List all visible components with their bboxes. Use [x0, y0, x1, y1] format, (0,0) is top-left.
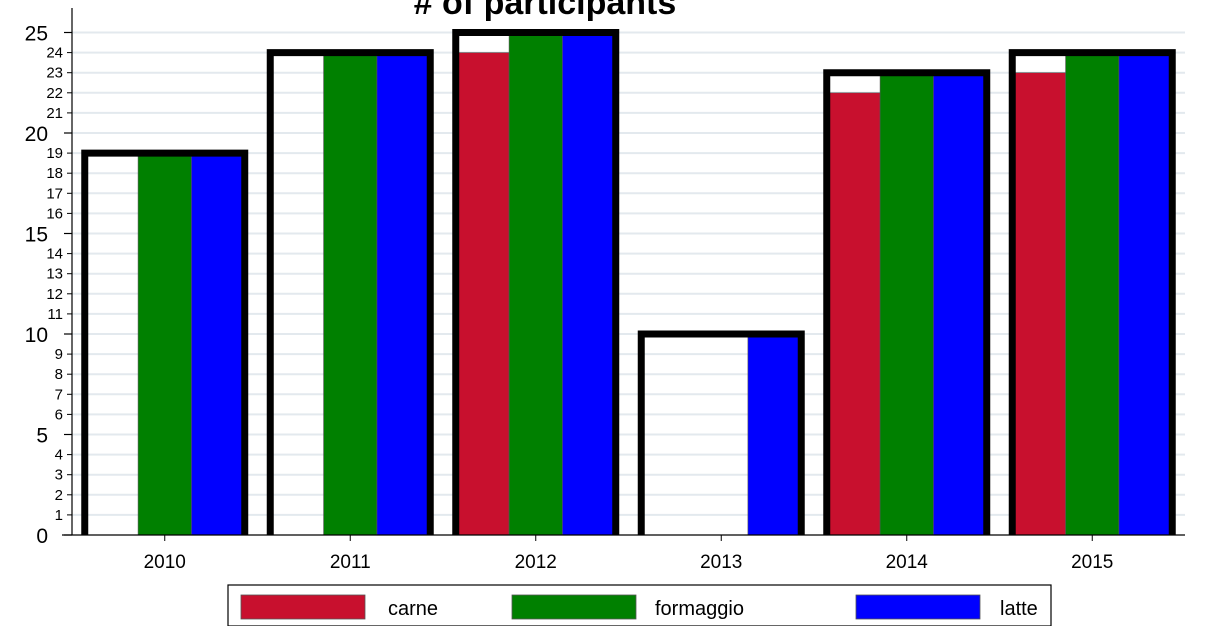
y-tick-label: 0: [36, 525, 48, 548]
bar-formaggio: [323, 52, 378, 536]
bar-latte: [747, 333, 802, 536]
bar-total-outline: [823, 69, 991, 535]
legend-swatch-carne: [240, 594, 366, 620]
y-tick-label: 11: [47, 306, 63, 323]
x-tick-label: 2012: [515, 552, 557, 573]
grid: [72, 31, 1185, 516]
x-tick-label: 2011: [330, 552, 371, 573]
y-tick-label: 19: [46, 145, 63, 162]
bar-carne: [455, 52, 510, 536]
y-tick-label: 1: [55, 507, 63, 524]
bar-formaggio: [1065, 52, 1120, 536]
y-tick-label: 10: [25, 324, 48, 347]
y-tick-label: 14: [46, 246, 63, 263]
y-tick-label: 17: [46, 185, 63, 202]
x-tick-label: 2015: [1071, 552, 1113, 573]
y-tick-label: 9: [55, 346, 63, 363]
y-tick-label: 21: [46, 105, 63, 122]
legend-label-formaggio: formaggio: [655, 598, 744, 620]
bar-total-outline: [1008, 49, 1176, 535]
y-tick-label: 8: [55, 366, 63, 383]
bar-latte: [1118, 52, 1173, 536]
y-tick-label: 22: [46, 85, 63, 102]
y-tick-label: 25: [25, 23, 48, 46]
y-tick-label: 16: [46, 205, 63, 222]
bar-formaggio: [508, 32, 563, 536]
bar-carne: [826, 92, 881, 536]
bar-total-outline: [452, 29, 620, 535]
x-tick-label: 2014: [886, 552, 929, 573]
bar-total-outline: [81, 149, 249, 535]
y-tick-label: 5: [36, 425, 48, 448]
legend-swatch-formaggio: [511, 594, 637, 620]
legend-label-carne: carne: [388, 598, 438, 620]
y-tick-label: 7: [55, 386, 63, 403]
bar-total-outline: [266, 49, 434, 535]
bar-formaggio: [137, 152, 192, 536]
bars: [81, 29, 1176, 536]
legend: carne formaggio latte: [227, 584, 1052, 626]
y-tick-label: 4: [55, 447, 63, 464]
y-tick-label: 2: [55, 487, 63, 504]
bar-total-outline: [637, 330, 805, 535]
y-tick-label: 15: [25, 224, 48, 247]
bar-latte: [191, 152, 246, 536]
bar-formaggio: [879, 72, 934, 536]
y-tick-label: 3: [55, 467, 63, 484]
y-tick-label: 23: [46, 65, 63, 82]
legend-swatch-latte: [855, 594, 981, 620]
axes: 2010 2011 2012 2013 2014 20150510152025123467…: [25, 8, 1185, 573]
legend-label-latte: latte: [1000, 598, 1038, 620]
bar-carne: [1011, 72, 1066, 536]
bar-latte: [933, 72, 988, 536]
y-tick-label: 12: [46, 286, 63, 303]
bar-latte: [562, 32, 617, 536]
y-tick-label: 13: [46, 266, 63, 283]
y-tick-label: 24: [46, 45, 63, 62]
x-tick-label: 2010: [144, 552, 186, 573]
y-tick-label: 18: [46, 165, 63, 182]
y-tick-label: 20: [25, 123, 48, 146]
chart-title: # of participants: [414, 0, 677, 22]
x-tick-label: 2013: [700, 552, 742, 573]
bar-latte: [376, 52, 431, 536]
y-tick-label: 6: [55, 406, 63, 423]
